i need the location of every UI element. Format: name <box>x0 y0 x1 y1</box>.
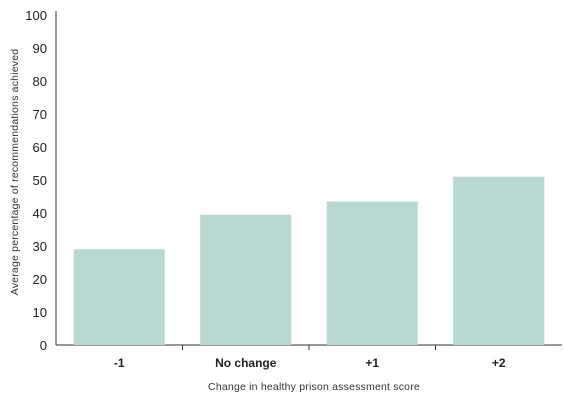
y-tick-label: 40 <box>33 206 47 221</box>
x-tick-marks <box>182 345 436 350</box>
bar <box>200 214 292 345</box>
y-tick-labels: 0 10 20 30 40 50 60 70 80 90 100 <box>25 8 47 353</box>
y-tick-label: 70 <box>33 107 47 122</box>
bars <box>73 176 545 345</box>
y-tick-label: 50 <box>33 173 47 188</box>
y-tick-label: 0 <box>40 338 47 353</box>
x-tick-label: -1 <box>114 356 125 370</box>
x-axis-title: Change in healthy prison assessment scor… <box>208 381 420 393</box>
y-axis-title: Average percentage of recommendations ac… <box>9 49 21 296</box>
y-axis: 0 10 20 30 40 50 60 70 80 90 100 <box>25 8 57 353</box>
bar <box>453 176 545 345</box>
y-tick-label: 90 <box>33 41 47 56</box>
y-tick-label: 100 <box>25 8 47 23</box>
y-tick-label: 80 <box>33 74 47 89</box>
x-tick-label: +1 <box>365 356 379 370</box>
bar <box>73 249 165 345</box>
x-category-labels: -1 No change +1 +2 <box>114 356 506 370</box>
y-tick-label: 20 <box>33 272 47 287</box>
y-tick-label: 10 <box>33 305 47 320</box>
x-tick-label: +2 <box>492 356 506 370</box>
x-axis <box>56 344 562 350</box>
y-tick-label: 60 <box>33 140 47 155</box>
y-tick-label: 30 <box>33 239 47 254</box>
bar <box>326 201 418 345</box>
x-tick-label: No change <box>215 356 277 370</box>
